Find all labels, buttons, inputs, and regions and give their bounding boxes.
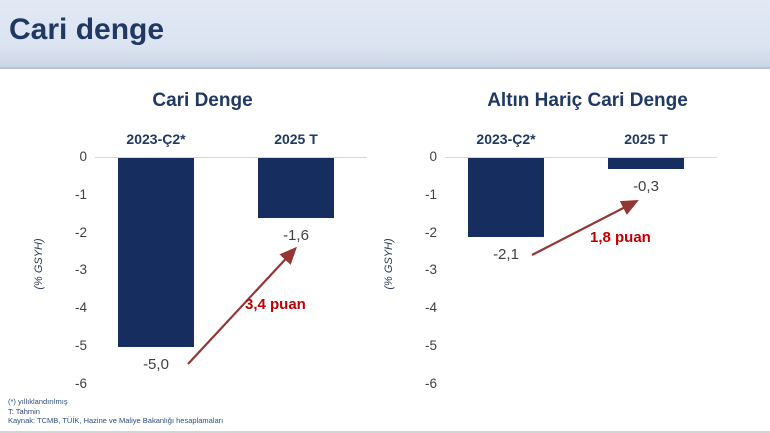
y-tick-label: 0 — [79, 149, 87, 164]
y-tick-label: -5 — [424, 338, 437, 353]
y-axis-ticks: 0 -1 -2 -3 -4 -5 -6 — [45, 149, 87, 417]
bar-2023 — [468, 158, 544, 237]
y-axis-label: (% GSYH) — [33, 238, 45, 290]
y-axis-label: (% GSYH) — [383, 238, 395, 290]
annotation-label: 1,8 puan — [590, 229, 651, 246]
footnote-source: Kaynak: TCMB, TÜİK, Hazine ve Maliye Bak… — [8, 416, 224, 425]
y-tick-label: -1 — [74, 187, 87, 202]
y-tick-label: -3 — [424, 262, 437, 277]
bar-2023 — [118, 158, 194, 347]
bar-value-label: -2,1 — [493, 246, 519, 263]
slide-header: Cari denge — [0, 0, 770, 69]
slide-bottom-edge — [0, 431, 770, 433]
y-tick-label: -4 — [424, 300, 437, 315]
y-tick-label: -3 — [74, 262, 87, 277]
bar-2025 — [258, 158, 334, 218]
footnote-annualized: (*) yıllıklandırılmış — [8, 397, 68, 406]
y-tick-label: -2 — [74, 225, 87, 240]
chart-altin-haric-cari-denge: Altın Hariç Cari Denge 2023-Ç2* 2025 T 0… — [383, 68, 770, 418]
y-tick-label: 0 — [429, 149, 437, 164]
bar-2025 — [608, 158, 684, 169]
footnotes: (*) yıllıklandırılmış T: Tahmin Kaynak: … — [8, 397, 223, 426]
chart-title: Altın Hariç Cari Denge — [487, 90, 688, 111]
y-tick-label: -4 — [74, 300, 87, 315]
bar-value-label: -0,3 — [633, 178, 659, 195]
y-tick-label: -5 — [74, 338, 87, 353]
chart-title: Cari Denge — [152, 90, 253, 111]
category-label-2023: 2023-Ç2* — [126, 131, 186, 147]
bar-value-label: -1,6 — [283, 227, 309, 244]
y-tick-label: -6 — [424, 376, 437, 391]
y-axis-ticks: 0 -1 -2 -3 -4 -5 -6 — [395, 149, 437, 417]
category-label-2023: 2023-Ç2* — [476, 131, 536, 147]
zero-gridline — [95, 157, 367, 158]
category-label-2025: 2025 T — [624, 131, 668, 147]
chart-cari-denge: Cari Denge 2023-Ç2* 2025 T 0 -1 -2 -3 -4 -5 -6… — [0, 68, 385, 418]
bar-value-label: -5,0 — [143, 356, 169, 373]
y-tick-label: -1 — [424, 187, 437, 202]
y-tick-label: -6 — [74, 376, 87, 391]
y-tick-label: -2 — [424, 225, 437, 240]
plot-area: 2023-Ç2* 2025 T 0 -1 -2 -3 -4 -5 -6 (% GSYH) -… — [33, 131, 367, 427]
category-label-2025: 2025 T — [274, 131, 318, 147]
zero-gridline — [445, 157, 717, 158]
plot-area: 2023-Ç2* 2025 T 0 -1 -2 -3 -4 -5 -6 (% GSYH) -… — [383, 131, 717, 427]
annotation-label: 3,4 puan — [245, 296, 306, 313]
page-title: Cari denge — [9, 13, 165, 46]
footnote-forecast: T: Tahmin — [8, 406, 40, 416]
